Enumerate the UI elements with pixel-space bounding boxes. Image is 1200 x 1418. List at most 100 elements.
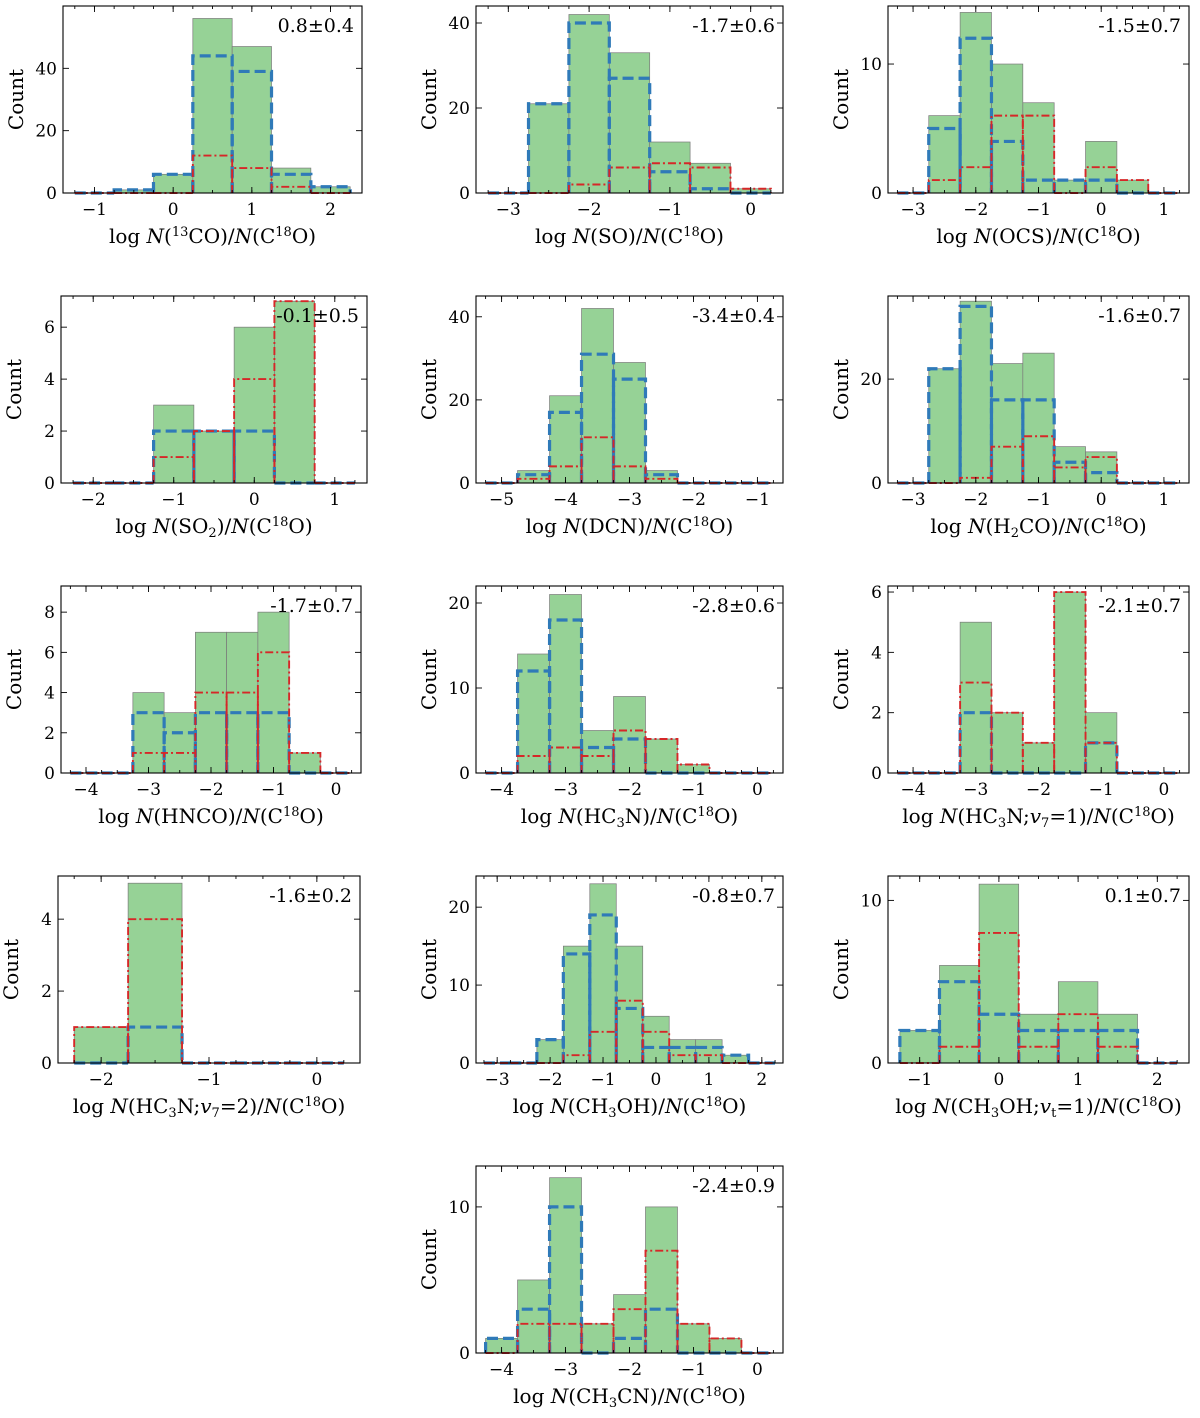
- step-red: [1084, 456, 1118, 483]
- x-tick-label: −4: [901, 780, 926, 800]
- x-tick-label: 1: [329, 490, 340, 510]
- step-red: [131, 751, 166, 773]
- y-tick-label: 0: [871, 184, 882, 204]
- step-red: [644, 1249, 679, 1353]
- x-tick-label: −3: [136, 780, 161, 800]
- bar-all: [991, 712, 1024, 774]
- bar-all: [549, 1177, 582, 1354]
- step-blue: [989, 139, 1025, 193]
- histogram-panel-10: −2 −1 0 0 2 4 -1.6±0.2 Count log N(HC3N;v7=2)/N(…: [0, 875, 361, 1121]
- y-axis-label: Count: [829, 69, 853, 130]
- x-tick-label: 0: [993, 1070, 1004, 1090]
- step-blue: [535, 1038, 565, 1063]
- x-tick-label: −3: [496, 200, 521, 220]
- x-axis-label: log N(HC3N;v7=1)/N(C18O): [902, 804, 1175, 831]
- bar-all: [581, 1323, 614, 1354]
- step-blue: [989, 398, 1025, 483]
- bar-all: [589, 883, 617, 1064]
- x-tick-label: −4: [553, 490, 578, 510]
- x-axis-label: log N(DCN)/N(C18O): [526, 514, 734, 538]
- step-red: [580, 436, 615, 483]
- x-tick-label: −1: [196, 1070, 221, 1090]
- x-tick-label: −1: [82, 200, 107, 220]
- x-tick-label: 2: [1152, 1070, 1163, 1090]
- bar-all: [271, 167, 312, 194]
- bar-all: [257, 611, 290, 774]
- step-red: [1021, 114, 1056, 193]
- step-red: [959, 681, 993, 773]
- x-tick-label: −2: [963, 200, 988, 220]
- step-red: [191, 154, 234, 193]
- y-tick-label: 20: [860, 370, 882, 390]
- step-blue: [269, 172, 313, 193]
- bar-all: [528, 103, 570, 194]
- step-red: [288, 751, 322, 773]
- x-tick-label: −4: [73, 780, 98, 800]
- x-tick-label: −2: [1026, 780, 1051, 800]
- step-red: [548, 1322, 583, 1353]
- bar-all: [613, 1294, 646, 1354]
- step-red: [644, 738, 679, 773]
- x-tick-label: −3: [553, 1360, 578, 1380]
- bar-all: [568, 14, 610, 194]
- x-axis-label: log N(HNCO)/N(C18O): [98, 804, 324, 828]
- y-tick-label: 6: [44, 643, 55, 663]
- x-tick-label: −2: [617, 780, 642, 800]
- step-red: [163, 751, 197, 773]
- x-axis-label: log N(13CO)/N(C18O): [109, 224, 316, 248]
- step-red: [641, 1030, 671, 1063]
- y-tick-label: 0: [41, 1054, 52, 1074]
- bar-all: [1022, 102, 1055, 194]
- x-tick-label: 0: [745, 200, 756, 220]
- step-red: [608, 166, 651, 193]
- y-tick-label: 8: [44, 603, 55, 623]
- bar-all: [517, 1279, 550, 1354]
- stat-annotation: -1.5±0.7: [1098, 15, 1181, 37]
- y-tick-label: 10: [860, 55, 882, 75]
- bar-all: [1085, 141, 1118, 194]
- bar-all: [581, 308, 614, 484]
- x-tick-label: −3: [485, 1070, 510, 1090]
- y-axis-label: Count: [829, 359, 853, 420]
- y-tick-label: 0: [459, 764, 470, 784]
- bar-all: [233, 326, 275, 484]
- bar-all: [288, 752, 321, 774]
- x-tick-label: −1: [681, 1360, 706, 1380]
- step-blue: [561, 952, 592, 1063]
- bar-all: [231, 46, 272, 194]
- histogram-panel-7: −4 −3 −2 −1 0 0 2 4 6 8 -1.7±0.7 Count log N(HNCO)/N…: [2, 585, 362, 828]
- x-axis-label: log N(SO2)/N(C18O): [115, 514, 312, 541]
- x-tick-label: 1: [1073, 1070, 1084, 1090]
- bar-all: [959, 300, 992, 484]
- x-tick-label: −2: [89, 1070, 114, 1090]
- stat-annotation: -0.1±0.5: [276, 305, 359, 327]
- x-tick-label: −2: [198, 780, 223, 800]
- bar-all: [226, 631, 259, 774]
- y-tick-label: 2: [871, 704, 882, 724]
- bar-all: [562, 945, 591, 1064]
- x-axis-label: log N(SO)/N(C18O): [535, 224, 724, 248]
- y-axis-label: Count: [417, 939, 441, 1000]
- step-blue: [611, 377, 648, 483]
- x-tick-label: −1: [657, 200, 682, 220]
- x-tick-label: −3: [901, 200, 926, 220]
- y-tick-label: 40: [35, 59, 57, 79]
- x-tick-label: −1: [745, 490, 770, 510]
- step-blue: [1021, 398, 1056, 483]
- stat-annotation: 0.8±0.4: [278, 15, 354, 37]
- bar-all: [939, 965, 980, 1064]
- step-blue: [131, 711, 166, 773]
- step-blue: [958, 36, 994, 193]
- step-blue: [547, 618, 584, 773]
- bar-all: [928, 368, 961, 484]
- x-tick-label: 0: [651, 1070, 662, 1090]
- bar-all: [195, 631, 227, 774]
- y-tick-label: 6: [871, 583, 882, 603]
- histogram-panel-8: −4 −3 −2 −1 0 0 10 20 -2.8±0.6 Count log N(HC3N)/N…: [417, 585, 784, 831]
- x-tick-label: −2: [617, 1360, 642, 1380]
- y-tick-label: 20: [448, 594, 470, 614]
- y-tick-label: 6: [44, 318, 55, 338]
